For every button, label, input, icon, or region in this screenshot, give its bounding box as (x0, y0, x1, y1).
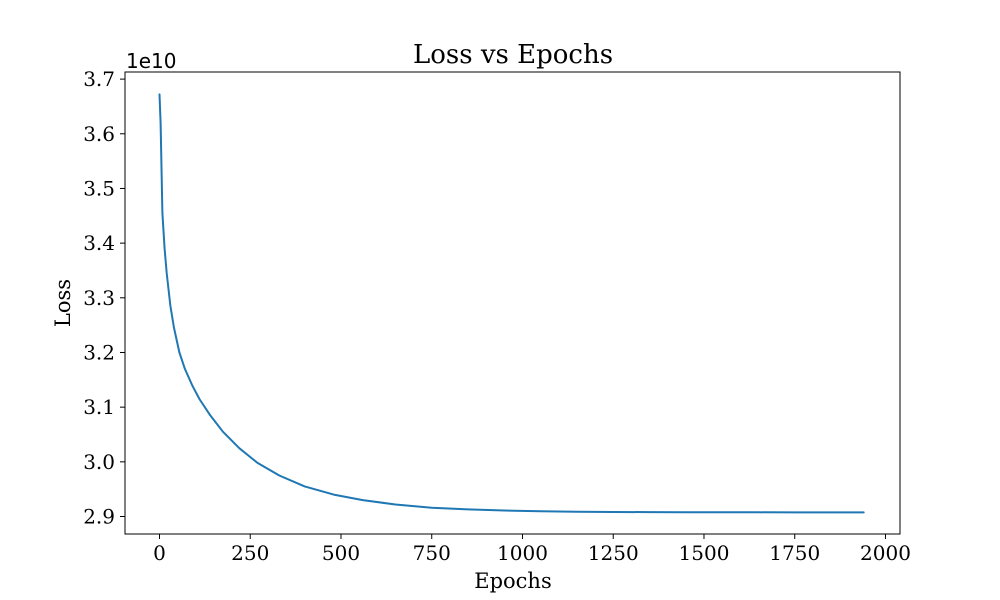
x-tick-label: 250 (231, 541, 269, 565)
x-tick-label: 1250 (588, 541, 639, 565)
y-tick-label: 3.1 (83, 395, 115, 419)
y-offset-label: 1e10 (126, 49, 176, 73)
plot-frame (124, 71, 901, 535)
y-tick-label: 3.4 (83, 231, 115, 255)
y-tick-label: 2.9 (83, 505, 115, 529)
x-axis-ticks: 0 250 500 750 1000 1250 1500 1750 2000 (153, 534, 911, 565)
x-tick-label: 750 (413, 541, 451, 565)
x-tick-label: 1500 (679, 541, 730, 565)
x-tick-label: 500 (322, 541, 360, 565)
chart-title: Loss vs Epochs (413, 40, 613, 70)
y-axis-ticks: 2.9 3.0 3.1 3.2 3.3 3.4 3.5 3.6 3.7 (83, 67, 125, 529)
y-tick-label: 3.0 (83, 450, 115, 474)
x-tick-label: 2000 (860, 541, 911, 565)
y-tick-label: 3.3 (83, 286, 115, 310)
x-tick-label: 1750 (769, 541, 820, 565)
series-layer (158, 93, 865, 514)
x-tick-label: 0 (153, 541, 166, 565)
x-axis-label: Epochs (474, 569, 551, 593)
y-axis-label: Loss (51, 279, 75, 327)
y-tick-label: 3.6 (83, 122, 115, 146)
y-tick-label: 3.7 (83, 67, 115, 91)
y-tick-label: 3.2 (83, 340, 115, 364)
loss-line (158, 93, 865, 514)
x-tick-label: 1000 (497, 541, 548, 565)
y-tick-label: 3.5 (83, 176, 115, 200)
